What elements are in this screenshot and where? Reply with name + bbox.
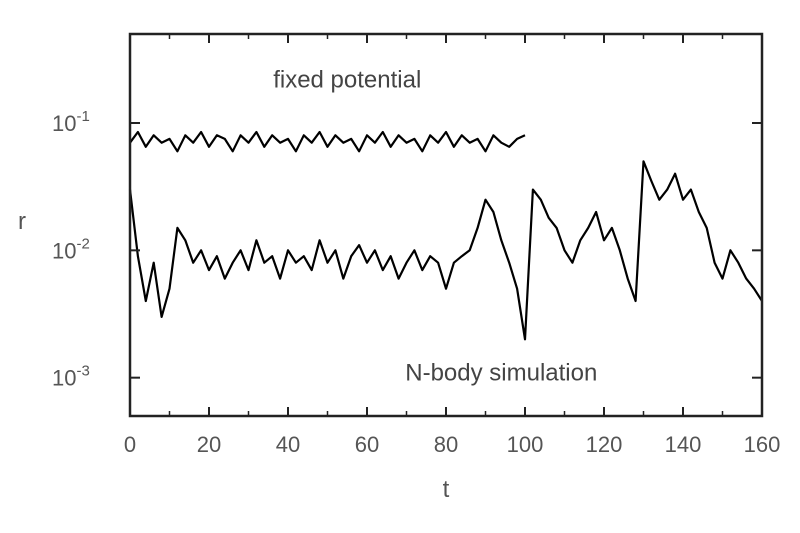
y-tick-base: 10 [52, 366, 76, 391]
series-layer [128, 130, 763, 341]
annotations: fixed potential N-body simulation [273, 67, 597, 387]
annotation-label: N-body simulation [405, 360, 597, 387]
series-line-2 [128, 160, 763, 341]
x-tick-label: 0 [124, 432, 136, 457]
y-tick-label: 10-2 [52, 235, 90, 263]
x-axis-label: t [443, 476, 450, 503]
series-line-1 [129, 130, 526, 153]
y-tick-exponent: -3 [76, 363, 89, 380]
y-tick-base: 10 [52, 238, 76, 263]
x-tick-label: 40 [276, 432, 300, 457]
x-tick-label: 100 [507, 432, 544, 457]
plot-background [130, 34, 762, 416]
x-tick-label: 120 [586, 432, 623, 457]
y-tick-exponent: -1 [76, 108, 89, 125]
x-tick-label: 60 [355, 432, 379, 457]
x-tick-label: 160 [744, 432, 781, 457]
annotation-label: fixed potential [273, 67, 421, 94]
y-tick-exponent: -2 [76, 235, 89, 252]
y-tick-base: 10 [52, 111, 76, 136]
y-tick-label: 10-3 [52, 363, 90, 391]
y-tick-label: 10-1 [52, 108, 90, 136]
x-tick-label: 20 [197, 432, 221, 457]
x-tick-label: 80 [434, 432, 458, 457]
y-axis-label: r [18, 208, 26, 235]
x-tick-label: 140 [665, 432, 702, 457]
